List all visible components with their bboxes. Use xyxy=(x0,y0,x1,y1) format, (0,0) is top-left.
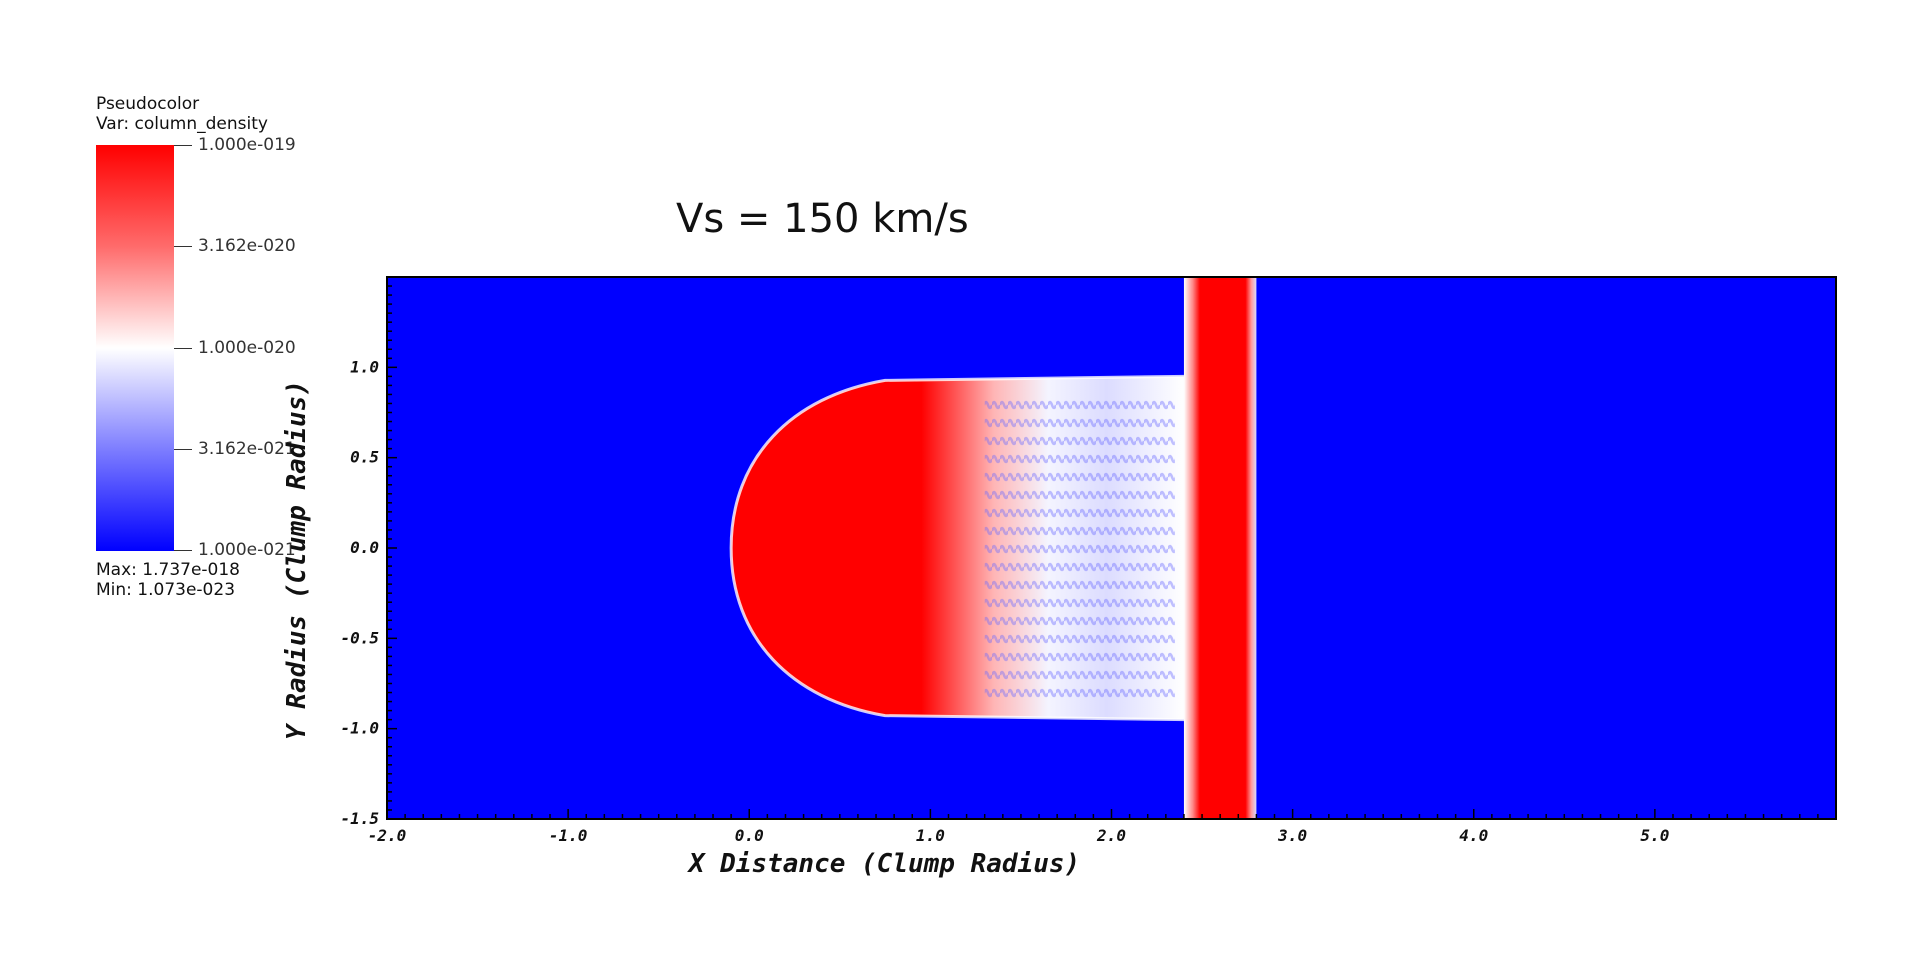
clump-rim xyxy=(729,374,1186,722)
legend-min-value: Min: 1.073e-023 xyxy=(96,580,236,600)
y-tick-label: 1.0 xyxy=(350,357,379,376)
colorbar-tick xyxy=(174,550,192,551)
x-tick-label: -2.0 xyxy=(368,826,407,845)
x-axis-title: X Distance (Clump Radius) xyxy=(687,849,1080,879)
colorbar-label: 3.162e-020 xyxy=(198,236,296,256)
legend-plot-type: Pseudocolor xyxy=(96,94,200,114)
plot-title: Vs = 150 km/s xyxy=(676,196,969,242)
y-tick-label: -1.0 xyxy=(340,719,379,738)
colorbar-tick xyxy=(174,145,192,146)
x-tick-label: 3.0 xyxy=(1277,826,1307,845)
legend-variable: Var: column_density xyxy=(96,114,268,134)
colorbar-label-max: 1.000e-019 xyxy=(198,135,296,155)
y-axis-title: Y Radius (Clump Radius) xyxy=(282,380,312,740)
colorbar-gradient xyxy=(96,145,174,551)
y-tick-label: 0.5 xyxy=(350,448,379,467)
colorbar-tick xyxy=(174,348,192,349)
x-tick-label: -1.0 xyxy=(549,826,588,845)
colorbar-tick xyxy=(174,449,192,450)
x-tick-label: 0.0 xyxy=(735,826,764,845)
colorbar-tick xyxy=(174,246,192,247)
colorbar-legend: Pseudocolor Var: column_density 1.000e-0… xyxy=(0,0,320,620)
colorbar-label: 3.162e-021 xyxy=(198,439,296,459)
shock-sheet xyxy=(1183,277,1257,819)
y-tick-label: 0.0 xyxy=(350,538,379,557)
x-tick-label: 1.0 xyxy=(916,826,945,845)
x-tick-label: 5.0 xyxy=(1640,826,1669,845)
y-tick-label: -1.5 xyxy=(340,809,379,828)
x-tick-label: 2.0 xyxy=(1096,826,1126,845)
x-tick-label: 4.0 xyxy=(1459,826,1488,845)
striation-region xyxy=(984,396,1175,700)
colorbar-label-min: 1.000e-021 xyxy=(198,540,296,560)
legend-max-value: Max: 1.737e-018 xyxy=(96,560,240,580)
y-tick-label: -0.5 xyxy=(340,628,379,647)
colorbar-label-mid: 1.000e-020 xyxy=(198,338,296,358)
